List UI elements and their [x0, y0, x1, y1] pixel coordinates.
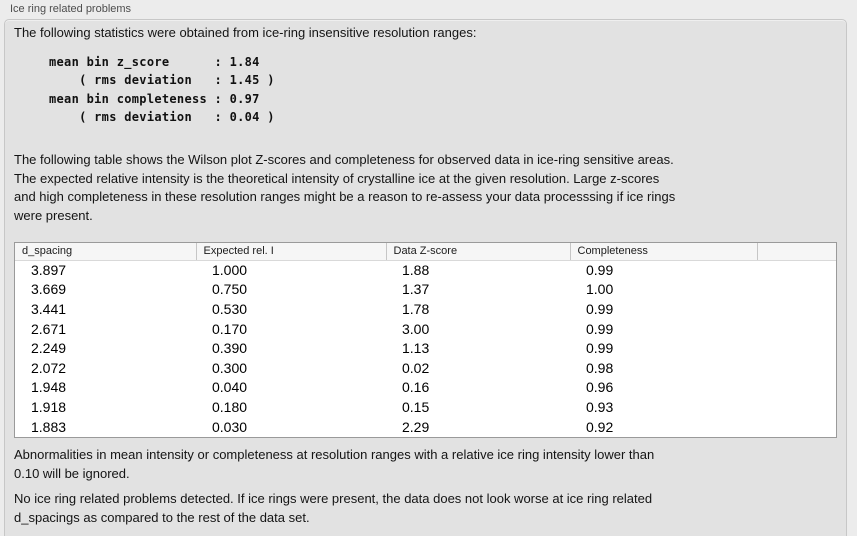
table-cell: 0.99: [586, 340, 614, 357]
table-row[interactable]: 2.072 0.300 0.02 0.98: [15, 358, 836, 378]
table-cell: 0.300: [212, 359, 248, 376]
table-cell: 0.92: [586, 418, 614, 435]
table-cell: 1.918: [31, 398, 67, 415]
description-text: The following table shows the Wilson plo…: [14, 152, 676, 223]
table-cell: 1.00: [586, 281, 614, 298]
column-header[interactable]: Data Z-score: [385, 243, 570, 261]
ignore-note-text: Abnormalities in mean intensity or compl…: [14, 447, 655, 481]
table-cell: [757, 260, 836, 280]
conclusion-text: No ice ring related problems detected. I…: [14, 491, 653, 525]
table-cell: 0.93: [586, 398, 614, 415]
table-cell: 0.390: [212, 340, 248, 357]
ice-ring-groupbox: The following statistics were obtained f…: [4, 19, 847, 536]
table-cell: 1.78: [402, 300, 430, 317]
table-row[interactable]: 1.948 0.040 0.16 0.96: [15, 378, 836, 398]
table-row[interactable]: 2.671 0.170 3.00 0.99: [15, 319, 836, 339]
table-cell: 0.040: [212, 379, 248, 396]
table-cell: [757, 319, 836, 339]
table-cell: 0.530: [212, 300, 248, 317]
table-cell: 3.441: [31, 300, 67, 317]
column-header[interactable]: d_spacing: [15, 243, 196, 261]
table-row[interactable]: 3.669 0.750 1.37 1.00: [15, 280, 836, 300]
intro-text: The following statistics were obtained f…: [14, 25, 477, 40]
table-cell: 0.030: [212, 418, 248, 435]
table-row[interactable]: 2.249 0.390 1.13 0.99: [15, 338, 836, 358]
column-header[interactable]: Expected rel. I: [195, 243, 386, 261]
table-header-row: d_spacing Expected rel. I Data Z-score Comp…: [15, 243, 836, 261]
table-cell: 0.02: [402, 359, 430, 376]
stats-block: mean bin z_score : 1.84 ( rms deviation …: [49, 55, 275, 124]
table-cell: [757, 397, 836, 417]
table-cell: 0.99: [586, 320, 614, 337]
table-cell: [757, 417, 836, 437]
table-cell: [757, 358, 836, 378]
table-cell: 0.16: [402, 379, 430, 396]
table-cell: 0.15: [402, 398, 430, 415]
table-cell: 0.180: [212, 398, 248, 415]
table-cell: [757, 378, 836, 398]
table-cell: 2.249: [31, 340, 67, 357]
table-cell: 1.000: [212, 262, 248, 279]
column-header[interactable]: Completeness: [569, 243, 757, 261]
table-body: 3.897 1.000 1.88 0.99 3.669 0.750 1.37 1.00 3.44…: [15, 260, 836, 436]
table-cell: 3.669: [31, 281, 67, 298]
table-cell: 0.170: [212, 320, 248, 337]
table-cell: 2.072: [31, 359, 67, 376]
table-cell: 0.99: [586, 262, 614, 279]
table-cell: 3.897: [31, 262, 67, 279]
table-cell: 0.99: [586, 300, 614, 317]
table-cell: 0.96: [586, 379, 614, 396]
table-row[interactable]: 3.897 1.000 1.88 0.99: [15, 260, 836, 280]
table-cell: 2.671: [31, 320, 67, 337]
table-row[interactable]: 1.883 0.030 2.29 0.92: [15, 417, 836, 437]
table-cell: 0.750: [212, 281, 248, 298]
table-cell: 2.29: [402, 418, 430, 435]
table-cell: 3.00: [402, 320, 430, 337]
ice-ring-table-grid: d_spacing Expected rel. I Data Z-score Comp…: [15, 243, 836, 436]
table-cell: 1.37: [402, 281, 430, 298]
table-cell: 1.883: [31, 418, 67, 435]
table-cell: [757, 338, 836, 358]
panel-title: Ice ring related problems: [10, 3, 132, 15]
table-cell: 1.88: [402, 262, 430, 279]
table-row[interactable]: 3.441 0.530 1.78 0.99: [15, 299, 836, 319]
table-cell: [757, 299, 836, 319]
table-cell: 1.948: [31, 379, 67, 396]
column-header[interactable]: [756, 243, 836, 261]
table-cell: 0.98: [586, 359, 614, 376]
table-cell: [757, 280, 836, 300]
ice-ring-table[interactable]: d_spacing Expected rel. I Data Z-score Comp…: [14, 242, 837, 438]
table-row[interactable]: 1.918 0.180 0.15 0.93: [15, 397, 836, 417]
table-cell: 1.13: [402, 340, 430, 357]
